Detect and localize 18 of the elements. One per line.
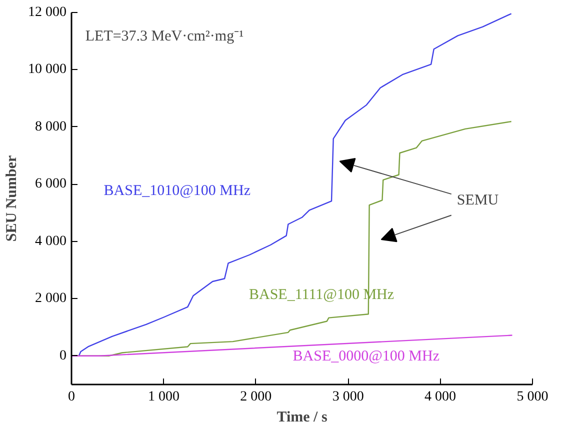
y-tick-label: 12 000 (28, 5, 66, 20)
y-tick-label: 2 000 (35, 291, 66, 306)
text: BASE_1010@100 MHz (104, 183, 251, 200)
annotation: LET=37.3 MeV·cm²·mg⁻¹ (85, 28, 244, 45)
x-tick-label: 5 000 (516, 390, 548, 404)
y-tick-label: 10 000 (28, 62, 66, 78)
y-tick-label: 4 000 (35, 234, 66, 249)
x-tick-label: 3 000 (332, 390, 364, 404)
y-tick-label: 8 000 (35, 119, 66, 134)
y-tick-label: 6 000 (35, 176, 66, 192)
y-axis-title: SEU Number (4, 155, 20, 242)
x-axis-title: Time / s (276, 410, 328, 426)
x-tick-label: 4 000 (424, 390, 456, 404)
annotation: SEMU (456, 192, 499, 208)
y-tick-label: 0 (60, 348, 66, 364)
x-tick-label: 2 000 (240, 390, 272, 404)
x-tick-label: 1 000 (148, 390, 180, 404)
series-label: BASE_0000@100 MHz (292, 348, 440, 365)
